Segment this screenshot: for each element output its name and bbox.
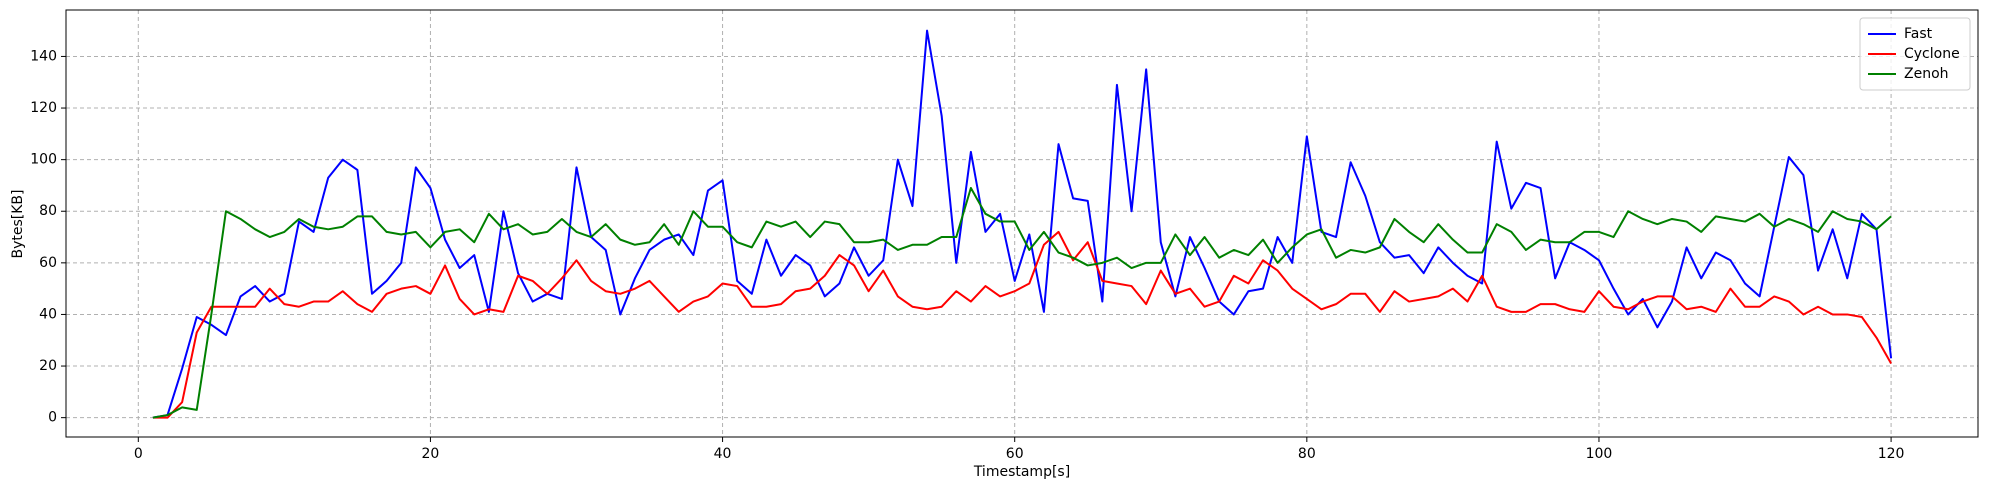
x-tick-label: 120 <box>1878 446 1905 462</box>
legend-label: Zenoh <box>1904 66 1949 82</box>
y-tick-label: 80 <box>39 203 57 219</box>
line-series <box>152 230 1892 419</box>
line-series <box>152 187 1892 419</box>
legend: Fast Cyclone Zenoh <box>1859 17 1971 91</box>
x-tick-label: 20 <box>422 446 440 462</box>
y-tick-label: 40 <box>39 306 57 322</box>
line-series <box>152 29 1893 419</box>
y-tick-label: 140 <box>30 48 57 64</box>
x-tick-label: 60 <box>1006 446 1024 462</box>
legend-label: Fast <box>1904 26 1933 42</box>
y-tick-label: 20 <box>39 358 57 374</box>
y-tick-label: 0 <box>48 410 57 426</box>
legend-label: Cyclone <box>1904 46 1960 62</box>
legend-box <box>1859 17 1971 91</box>
x-tick-label: 80 <box>1298 446 1316 462</box>
y-axis-label: Bytes[KB] <box>10 190 26 259</box>
x-tick-label: 100 <box>1586 446 1613 462</box>
x-tick-label: 40 <box>714 446 732 462</box>
plot-frame <box>65 9 1979 438</box>
x-axis-label: Timestamp[s] <box>973 464 1070 480</box>
y-tick-label: 60 <box>39 255 57 271</box>
y-tick-label: 100 <box>30 152 57 168</box>
x-tick-label: 0 <box>134 446 143 462</box>
y-tick-label: 120 <box>30 100 57 116</box>
